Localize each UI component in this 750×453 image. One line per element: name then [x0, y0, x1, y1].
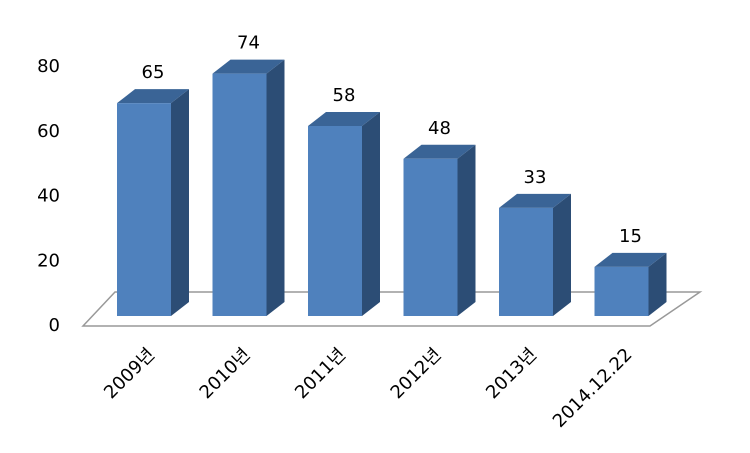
- bar-top: [308, 112, 380, 127]
- bar: [499, 193, 571, 316]
- bar-side: [648, 252, 667, 316]
- x-tick-label: 2014.12.22: [549, 344, 637, 432]
- y-tick-label: 20: [37, 250, 60, 271]
- value-label: 65: [142, 62, 165, 83]
- value-label: 74: [237, 33, 260, 54]
- value-label: 48: [428, 118, 451, 139]
- y-tick-label: 80: [37, 56, 60, 77]
- value-label: 15: [619, 226, 642, 247]
- bar-side: [171, 89, 189, 316]
- bar-side: [362, 112, 380, 316]
- bar-front: [499, 207, 553, 316]
- y-tick-label: 40: [37, 186, 60, 207]
- bar-top: [117, 89, 189, 104]
- value-label: 58: [333, 85, 356, 106]
- bar-side: [553, 193, 571, 316]
- y-tick-label: 0: [49, 315, 60, 336]
- bar: [212, 59, 285, 317]
- bar: [403, 144, 476, 316]
- bar-front: [403, 158, 458, 316]
- x-tick-label: 2009년: [100, 344, 159, 403]
- bar-front: [594, 266, 649, 316]
- y-tick-label: 60: [37, 121, 60, 142]
- bar-front: [117, 103, 171, 316]
- bar-side: [266, 59, 285, 317]
- bar-top: [403, 144, 476, 159]
- bar: [594, 252, 667, 316]
- bar-top: [594, 252, 667, 267]
- bar-front: [308, 126, 362, 316]
- x-tick-label: 2011년: [291, 344, 350, 403]
- x-tick-label: 2013년: [482, 344, 541, 403]
- bar-top: [212, 59, 285, 74]
- bar-top: [499, 193, 571, 208]
- bar: [308, 112, 380, 316]
- bar: [117, 89, 189, 316]
- x-tick-label: 2010년: [196, 344, 255, 403]
- x-tick-label: 2012년: [387, 344, 446, 403]
- bar-front: [212, 73, 267, 317]
- bar-side: [457, 144, 476, 316]
- value-label: 33: [524, 167, 547, 188]
